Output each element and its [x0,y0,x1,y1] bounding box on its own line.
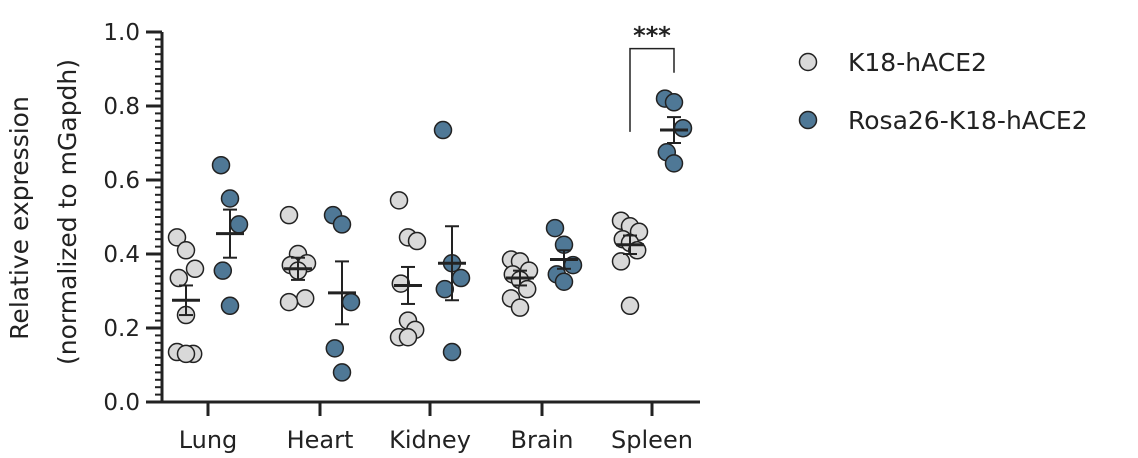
data-point [332,363,352,382]
x-tick-label: Spleen [611,426,693,454]
axes: 0.0 0.2 0.4 0.6 0.8 1.0 Lung Heart Kidney Brain Sp… [103,20,700,454]
data-point [169,268,189,288]
data-point [220,189,240,208]
x-tick-label: Brain [511,426,574,454]
x-tick-label: Heart [287,426,354,454]
data-point [213,261,233,280]
data-point [220,296,240,316]
data-point [325,339,345,358]
y-tick-label: 0.2 [103,316,140,342]
data-point [167,228,187,247]
data-point [176,344,196,364]
data-point [451,268,471,288]
data-point [398,328,418,347]
data-point [295,289,315,308]
x-tick-label: Kidney [389,426,471,454]
data-point [517,279,537,299]
y-tick-label: 0.0 [103,390,140,416]
y-axis-label-line1: Relative expression [5,96,34,340]
significance-stars: *** [633,22,671,50]
data-point [176,241,196,260]
data-point [554,272,574,291]
data-point [664,154,684,173]
data-point [611,252,631,271]
data-point [433,120,453,140]
data-point [185,259,205,279]
data-point [673,118,693,138]
data-point [229,215,249,234]
y-axis-title: Relative expression (normalized to mGapd… [5,59,82,365]
data-point [332,215,352,234]
y-tick-label: 1.0 [103,20,140,46]
data-point [279,205,299,225]
legend-label: Rosa26-K18-hACE2 [848,106,1088,135]
data-point [279,292,299,312]
data-point [664,93,684,112]
y-tick-label: 0.8 [103,94,140,120]
data-point [211,155,231,175]
data-point [341,292,361,312]
legend-marker [798,110,818,130]
significance-bracket [629,47,675,132]
y-axis-label-line2: (normalized to mGapdh) [53,59,82,365]
data-point [435,279,455,299]
data-point [391,274,411,293]
data-point [442,342,462,362]
legend: K18-hACE2 Rosa26-K18-hACE2 [798,48,1088,135]
data-point [620,296,640,316]
plot-area: *** [167,22,693,382]
data-point [545,218,565,238]
y-tick-label: 0.4 [103,242,140,268]
legend-marker [798,52,818,72]
data-point [510,298,530,317]
data-point [407,231,427,251]
data-point [389,191,409,210]
y-tick-label: 0.6 [103,168,140,194]
legend-label: K18-hACE2 [848,48,987,77]
x-tick-label: Lung [179,426,238,454]
